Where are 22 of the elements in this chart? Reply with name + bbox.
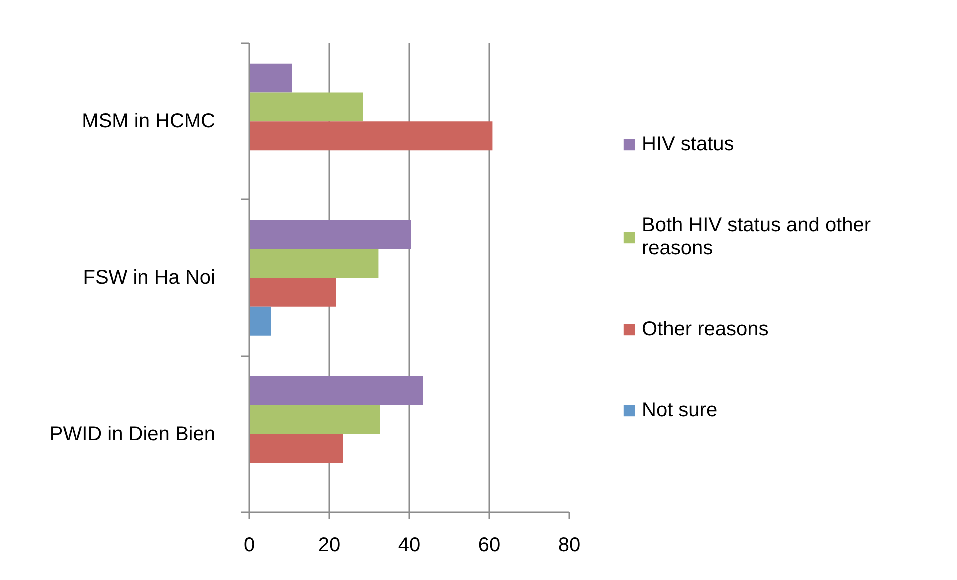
legend-label: Not sure: [642, 399, 718, 422]
y-tick-label: PWID in Dien Bien: [50, 423, 216, 446]
legend-label: Other reasons: [642, 318, 769, 341]
x-tick-label: 0: [244, 534, 256, 556]
bar: [250, 405, 380, 434]
x-tick-label: 40: [398, 534, 421, 556]
legend-label: HIV status: [642, 133, 734, 156]
bar: [250, 64, 292, 93]
bar: [250, 376, 424, 406]
bar: [250, 249, 379, 278]
x-tick-label: 20: [318, 534, 341, 556]
legend-label: Both HIV status and other reasons: [642, 214, 872, 260]
y-tick-label: FSW in Ha Noi: [83, 267, 216, 289]
x-tick-label: 80: [558, 534, 581, 556]
x-tick-label: 60: [478, 534, 501, 556]
bar: [250, 220, 412, 250]
bar: [250, 306, 272, 336]
bar: [250, 278, 336, 307]
bar: [250, 122, 493, 151]
y-tick-label: MSM in HCMC: [82, 110, 216, 133]
bar: [250, 92, 364, 122]
bar: [250, 434, 344, 464]
